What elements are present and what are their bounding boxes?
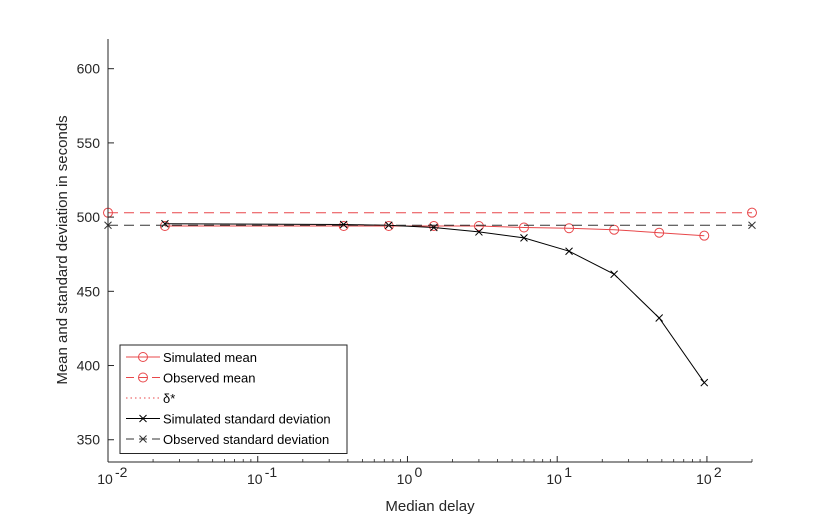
legend-marker-0-point-0: [138, 352, 148, 362]
y-tick-label-3: 500: [77, 209, 101, 225]
x-tick-exponent-3: 1: [564, 464, 572, 480]
series-3-point-9: [700, 378, 709, 387]
x-tick-label-2: 10: [397, 471, 413, 487]
legend-label-0: Simulated mean: [163, 350, 257, 365]
series-1-point-1: [747, 207, 757, 218]
y-tick-label-5: 600: [77, 61, 101, 77]
series-0-point-6: [564, 223, 575, 234]
series-1: [103, 207, 757, 218]
x-tick-label-0: 10: [97, 471, 113, 487]
legend-marker-1-point-0: [138, 372, 148, 383]
series-3-point-8: [655, 314, 664, 322]
y-tick-label-2: 450: [77, 283, 101, 299]
legend-label-1: Observed mean: [163, 371, 256, 386]
x-tick-label-1: 10: [247, 471, 263, 487]
series-3-point-7: [610, 270, 618, 279]
x-tick-label-4: 10: [696, 471, 712, 487]
legend-marker-3-point-0: [139, 414, 147, 423]
legend-label-2: δ*: [163, 391, 175, 406]
series-4-point-1: [748, 221, 756, 230]
y-tick-label-4: 550: [77, 135, 101, 151]
series-0: [159, 221, 710, 241]
series-3-point-0: [161, 219, 169, 228]
series-3-point-6: [565, 247, 573, 256]
y-tick-label-1: 400: [77, 358, 101, 374]
legend-box: [119, 344, 348, 454]
series-0-point-9: [699, 230, 710, 241]
x-tick-exponent-4: 2: [714, 464, 722, 480]
series-0-point-7: [609, 224, 620, 235]
x-tick-exponent-1: -1: [265, 464, 278, 480]
series-0-point-3: [428, 221, 439, 232]
x-tick-exponent-0: -2: [115, 464, 128, 480]
series-0-point-0: [159, 221, 170, 232]
x-tick-label-3: 10: [546, 471, 562, 487]
y-tick-label-0: 350: [77, 432, 101, 448]
legend-label-4: Observed standard deviation: [163, 432, 329, 447]
series-3-point-1: [339, 220, 348, 229]
series-0-point-4: [473, 221, 484, 232]
series-0-point-5: [518, 222, 529, 233]
series-0-point-8: [654, 227, 665, 238]
series-3-point-5: [520, 234, 528, 242]
legend-marker-4-point-0: [139, 435, 147, 443]
legend: Simulated mean Observed mean δ* Simulated s…: [119, 344, 348, 454]
x-tick-exponent-2: 0: [414, 464, 422, 480]
legend-label-3: Simulated standard deviation: [163, 412, 331, 427]
series-0-point-1: [338, 221, 349, 232]
y-axis-label: Mean and standard deviation in seconds: [54, 115, 71, 384]
series-0-line: [164, 225, 705, 237]
series-3-point-4: [475, 228, 483, 236]
x-axis-label: Median delay: [385, 498, 475, 515]
plot-area: [103, 207, 757, 387]
axes: [107, 39, 752, 463]
